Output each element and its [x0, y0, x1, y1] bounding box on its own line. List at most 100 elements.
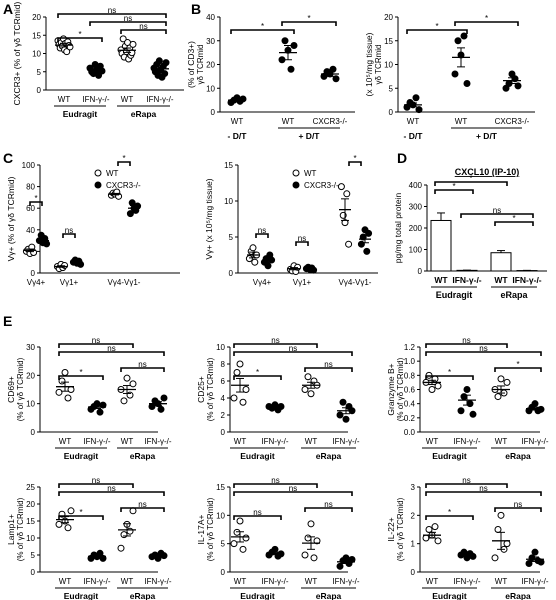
- x-tick-label: WT: [305, 577, 318, 586]
- chart-e1: 0 10 20 30 CD69+ (% of γδ TCRmid) WT IFN-γ-/- WT…: [6, 336, 172, 461]
- open-data-point: [431, 523, 439, 531]
- chart-c2: 0 5 10 15 Vγ+ (x 10⁵/mg tissue) Vγ4+ Vγ1+ Vγ4-V…: [204, 154, 378, 287]
- significance-bracket: [348, 161, 362, 166]
- significance-label: ns: [479, 484, 487, 493]
- y-tick-label: 25: [26, 483, 35, 492]
- filled-data-point: [96, 408, 104, 416]
- y-tick-label: 30: [206, 37, 215, 46]
- legend-label: WT: [304, 169, 317, 178]
- significance-label: ns: [271, 476, 279, 485]
- x-tick-label: IFN-γ-/-: [453, 437, 480, 446]
- x-tick-label: Vγ4-Vγ1-: [339, 278, 372, 287]
- x-tick-label: WT: [231, 117, 244, 126]
- filled-data-point: [148, 403, 156, 410]
- group-label: eRapa: [316, 591, 342, 600]
- y-tick-label: 2: [411, 511, 416, 520]
- significance-label: ns: [92, 336, 100, 345]
- group-label: + D/T: [298, 131, 320, 141]
- y-tick-label: 0: [221, 428, 226, 437]
- filled-data-point: [525, 560, 533, 567]
- significance-bracket: [233, 343, 318, 348]
- open-data-point: [64, 394, 72, 402]
- panel-letter-c: C: [3, 150, 13, 166]
- filled-data-point: [162, 59, 170, 67]
- filled-data-point: [365, 229, 373, 237]
- chart-e2: 0 2 4 6 8 10 CD25+ (% of γδ TCRmid) WT IFN-γ-/- WT…: [196, 336, 360, 461]
- filled-data-point: [332, 75, 340, 83]
- significance-bracket: [304, 367, 353, 372]
- significance-bracket: [434, 181, 508, 186]
- filled-data-point: [415, 106, 423, 114]
- x-tick-label: WT: [494, 275, 508, 285]
- y-tick-label: 10: [216, 511, 225, 520]
- significance-bracket: [233, 483, 318, 488]
- x-tick-label: IFN-γ-/-: [521, 437, 548, 446]
- significance-label: *: [353, 154, 356, 163]
- y-axis-label: (% of CD3+): [186, 41, 196, 88]
- x-tick-label: WT: [495, 437, 508, 446]
- y-tick-label: 15: [32, 31, 41, 40]
- x-tick-label: Vγ1+: [60, 278, 79, 287]
- chart-c1: 020406080100Vγ+ (% of γδ TCRmid)Vγ4+Vγ1+…: [6, 154, 180, 287]
- x-tick-label: IFN-γ-/-: [261, 577, 288, 586]
- open-data-point: [503, 378, 511, 386]
- x-tick-label: IFN-γ-/-: [144, 577, 171, 586]
- significance-label: *: [261, 22, 264, 31]
- y-tick-label: 0: [389, 108, 394, 117]
- x-tick-label: WT: [59, 577, 72, 586]
- open-data-point: [120, 531, 128, 539]
- y-tick-label: 30: [26, 343, 35, 352]
- significance-label: ns: [108, 6, 116, 15]
- x-tick-label: IFN-γ-/-: [452, 275, 481, 285]
- group-label: Eudragit: [432, 591, 467, 600]
- significance-label: ns: [107, 344, 115, 353]
- filled-data-point: [537, 558, 545, 566]
- filled-data-point: [342, 415, 350, 423]
- filled-data-point: [271, 545, 279, 553]
- y-axis-label: IL-17A+: [196, 514, 206, 544]
- x-tick-label: IFN-γ-/-: [521, 577, 548, 586]
- open-data-point: [301, 386, 309, 393]
- filled-data-point: [157, 405, 165, 413]
- y-tick-label: 0: [221, 568, 226, 577]
- filled-data-point: [155, 57, 163, 65]
- significance-label: *: [79, 368, 82, 377]
- open-data-point: [61, 369, 69, 376]
- x-tick-label: IFN-γ-/-: [144, 437, 171, 446]
- x-tick-label: WT: [282, 117, 295, 126]
- open-data-point: [55, 520, 63, 528]
- significance-label: ns: [289, 344, 297, 353]
- open-data-point: [117, 544, 125, 552]
- significance-bracket: [425, 343, 508, 348]
- filled-data-point: [469, 410, 477, 418]
- significance-bracket: [281, 21, 337, 26]
- y-axis-label: Vγ+ (% of γδ TCRmid): [6, 176, 16, 261]
- significance-label: *: [78, 30, 81, 39]
- filled-data-point: [336, 411, 344, 419]
- x-tick-label: WT: [121, 95, 134, 104]
- filled-data-point: [537, 405, 545, 413]
- open-data-point: [345, 240, 353, 248]
- group-label: Eudragit: [64, 591, 99, 600]
- y-axis-label: Vγ+ (x 10⁵/mg tissue): [204, 178, 214, 259]
- y-tick-label: 10: [206, 84, 215, 93]
- significance-label: ns: [324, 360, 332, 369]
- x-tick-label: WT: [407, 117, 420, 126]
- significance-label: *: [485, 14, 488, 23]
- y-axis-label: CD25+: [196, 376, 206, 403]
- open-data-point: [123, 374, 131, 382]
- panel-letter-d: D: [397, 150, 407, 166]
- y-tick-label: 1.0: [404, 357, 416, 366]
- y-tick-label: 0: [31, 269, 36, 278]
- significance-label: *: [469, 174, 472, 183]
- open-data-point: [230, 540, 238, 548]
- y-tick-label: 80: [26, 183, 35, 192]
- significance-bracket: [120, 29, 167, 34]
- group-label: + D/T: [476, 131, 498, 141]
- open-data-point: [425, 526, 433, 533]
- y-tick-label: 100: [409, 246, 423, 255]
- significance-label: *: [122, 154, 125, 163]
- open-data-point: [491, 554, 499, 562]
